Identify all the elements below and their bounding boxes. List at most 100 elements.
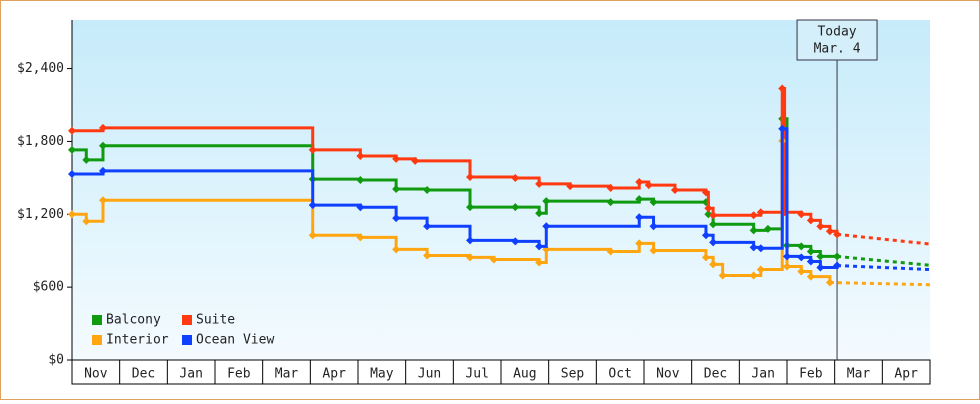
point [797,253,806,262]
point [709,260,718,269]
point [649,198,658,207]
y-tick-label: $1,800 [17,134,64,149]
point [816,263,825,272]
point [797,267,806,276]
point [825,278,834,287]
point [535,179,544,188]
x-tick-label: Dec [704,367,727,382]
point [670,186,679,194]
x-tick-label: Apr [322,367,346,382]
point [511,173,520,182]
point [806,272,815,281]
point [816,252,825,261]
point [806,247,815,256]
point [709,238,718,247]
point [68,210,76,219]
point [82,217,91,226]
point [749,211,758,220]
x-tick-label: Nov [656,367,680,382]
today-label: Mar. 4 [814,42,861,57]
x-tick-label: Feb [227,367,251,382]
point [718,271,727,280]
x-tick-label: Oct [608,367,631,382]
point [82,155,91,164]
point [606,184,615,193]
point [644,181,653,190]
point [701,253,710,262]
point [833,252,842,261]
point [704,204,713,213]
plot-area [72,20,930,360]
point [466,236,475,245]
x-tick-label: Jan [751,367,774,382]
point [806,257,815,266]
point [308,231,317,240]
x-tick-label: Nov [84,367,108,382]
point [535,258,544,267]
point [511,203,520,212]
point [308,145,317,154]
point [423,251,432,260]
point [356,176,365,185]
point [797,210,806,219]
point [756,244,765,253]
point [392,154,401,163]
point [749,271,758,280]
point [308,201,317,210]
point [392,245,401,254]
x-tick-label: Sep [561,367,585,382]
legend-swatch [92,335,102,345]
point [749,226,758,235]
point [98,196,107,205]
x-tick-label: Jan [179,367,202,382]
point [635,195,644,204]
x-tick-label: May [370,367,394,382]
point [68,126,76,135]
point [635,177,644,186]
point [756,208,765,217]
point [535,242,544,251]
point [816,222,825,231]
point [423,222,432,231]
point [749,243,758,252]
point [756,265,765,274]
legend-swatch [182,315,192,325]
point [806,216,815,225]
legend-label: Ocean View [196,333,274,348]
point [649,222,658,231]
forecast-line [829,281,931,287]
point [466,173,475,182]
point [392,185,401,194]
point [833,261,842,270]
point [466,203,475,212]
point [825,227,834,236]
point [98,141,107,150]
point [411,156,420,165]
point [833,230,842,239]
point [542,222,551,231]
x-tick-label: Mar [275,367,299,382]
point [701,188,710,197]
point [356,233,365,242]
legend-swatch [182,335,192,345]
point [392,214,401,223]
point [535,209,544,218]
point [489,255,498,264]
point [356,152,365,160]
point [701,231,710,240]
point [542,197,551,206]
point [778,124,787,133]
point [709,211,718,220]
x-tick-label: Jul [465,367,488,382]
point [606,247,615,256]
point [356,203,365,212]
y-tick-label: $2,400 [17,61,64,76]
point [511,237,520,246]
x-tick-label: Mar [847,367,871,382]
x-tick-label: Feb [799,367,823,382]
today-label: Today [817,25,856,40]
legend-label: Interior [106,333,169,348]
x-tick-label: Aug [513,367,536,382]
point [566,182,575,191]
